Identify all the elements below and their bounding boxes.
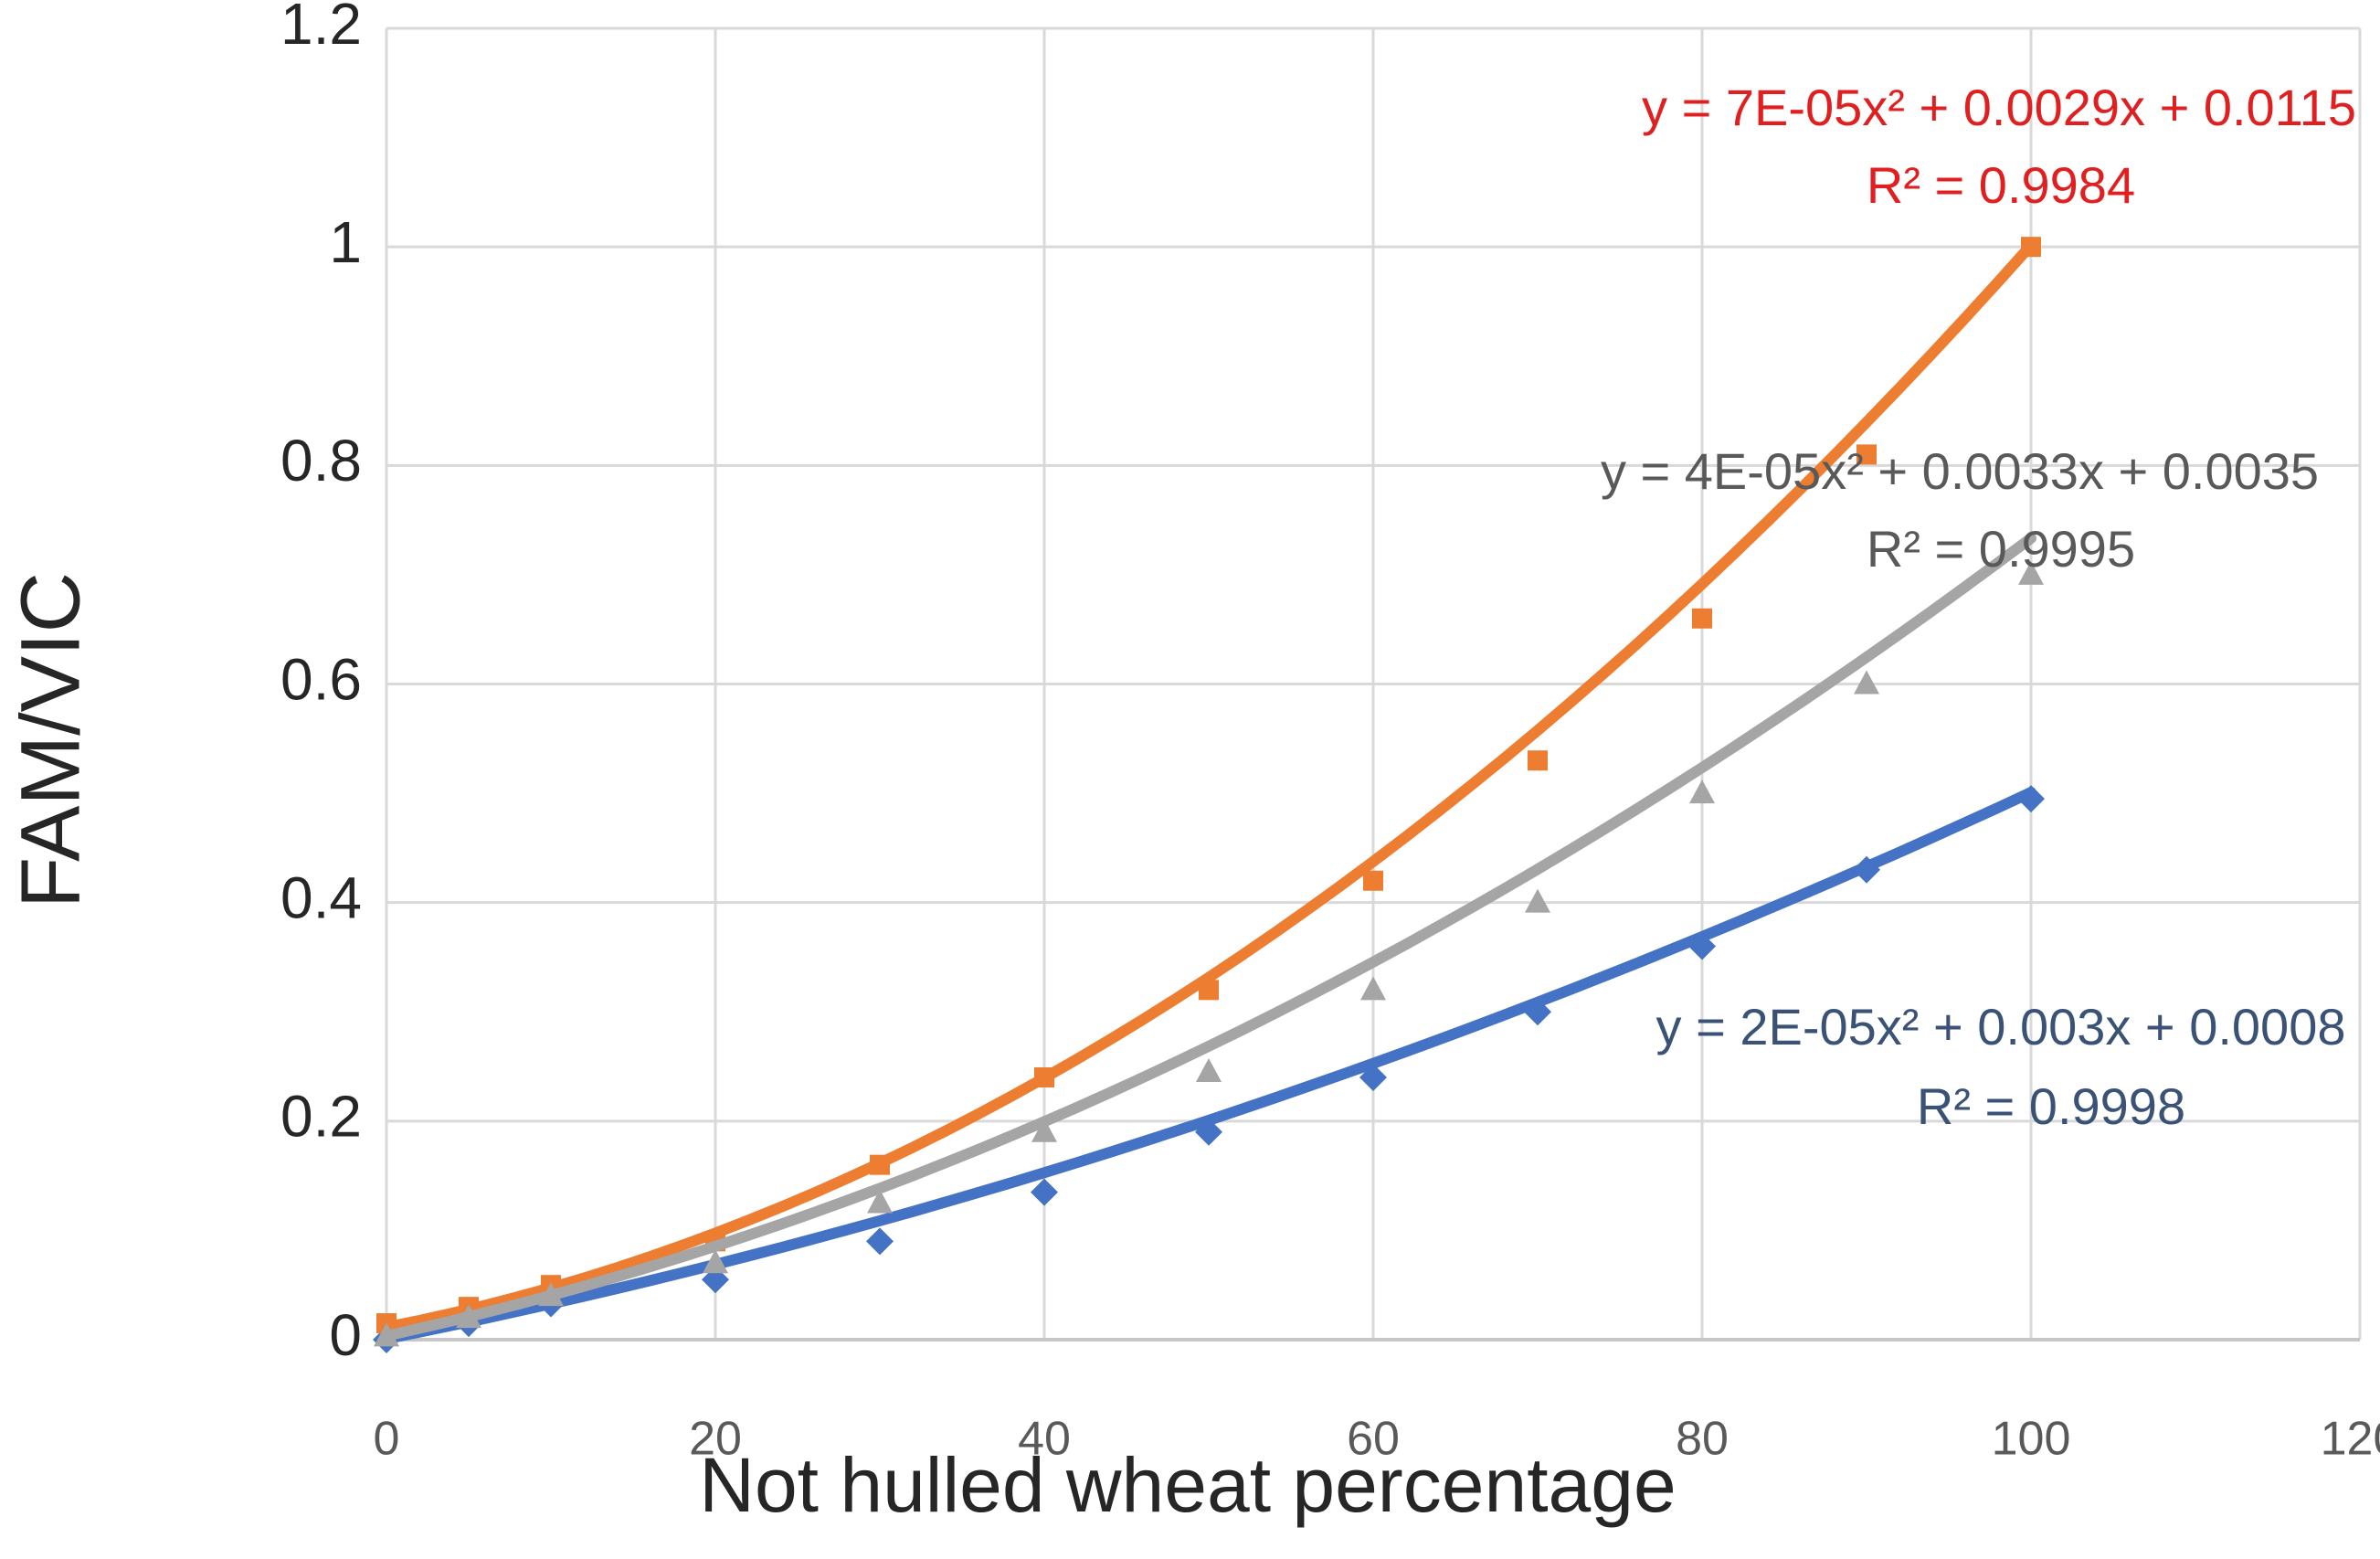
r2-blue-trendline: R² = 0.9998 — [1917, 1077, 2185, 1135]
data-point-square — [1199, 980, 1219, 1001]
data-point-square — [870, 1154, 890, 1175]
data-point-triangle — [374, 1322, 399, 1347]
data-point-triangle — [2018, 560, 2044, 585]
data-point-square — [1856, 444, 1877, 465]
y-tick-label: 1.2 — [280, 0, 362, 57]
equation-gray-trendline: y = 4E-05x² + 0.0033x + 0.0035 — [1601, 442, 2319, 500]
x-tick-label: 60 — [1347, 1413, 1400, 1466]
data-point-triangle — [456, 1304, 481, 1329]
gray-triangle-series — [374, 532, 2044, 1347]
series-layer — [373, 237, 2045, 1353]
data-point-diamond — [1031, 1178, 1058, 1206]
orange-square-series — [376, 237, 2041, 1334]
data-point-triangle — [1854, 670, 1879, 695]
data-point-triangle — [1360, 976, 1386, 1001]
data-point-triangle — [538, 1282, 564, 1307]
data-point-triangle — [1689, 780, 1715, 804]
x-tick-label: 0 — [374, 1413, 400, 1466]
x-tick-label: 40 — [1018, 1413, 1071, 1466]
data-point-triangle — [1525, 888, 1550, 913]
y-tick-label: 0.4 — [280, 865, 362, 931]
y-tick-label: 0.6 — [280, 646, 362, 712]
data-point-square — [1363, 870, 1383, 891]
data-point-diamond — [1688, 932, 1716, 960]
data-point-diamond — [1853, 855, 1880, 884]
x-axis-title: Not hulled wheat percentage — [699, 1442, 1676, 1528]
data-point-square — [2021, 237, 2041, 258]
y-axis-title: FAM/VIC — [4, 572, 97, 908]
y-tick-label: 0 — [329, 1302, 362, 1368]
x-tick-label: 100 — [1992, 1413, 2071, 1466]
equation-blue-trendline: y = 2E-05x² + 0.003x + 0.0008 — [1656, 998, 2346, 1055]
y-tick-label: 0.8 — [280, 428, 362, 493]
tick-labels: 0 20 40 60 80 100 120 0 0.2 0.4 0.6 0.8 1 1.2 — [280, 0, 2380, 1466]
data-point-triangle — [703, 1249, 728, 1274]
orange-square-series-trendline — [381, 239, 2036, 1333]
gray-triangle-series-trendline — [381, 532, 2036, 1342]
gridlines — [385, 27, 2362, 1342]
x-tick-label: 20 — [689, 1413, 742, 1466]
y-tick-label: 0.2 — [280, 1084, 362, 1150]
data-point-triangle — [1196, 1058, 1222, 1083]
data-point-diamond — [1359, 1064, 1387, 1091]
data-point-diamond — [866, 1227, 894, 1256]
data-point-triangle — [1031, 1118, 1057, 1142]
y-tick-label: 1 — [329, 209, 362, 275]
data-point-square — [1528, 750, 1548, 771]
data-point-diamond — [1195, 1118, 1222, 1146]
x-tick-label: 80 — [1676, 1413, 1729, 1466]
data-point-square — [1692, 608, 1712, 629]
data-point-triangle — [867, 1189, 893, 1214]
data-point-diamond — [1524, 998, 1551, 1026]
r2-orange-trendline: R² = 0.9984 — [1867, 156, 2135, 214]
r2-gray-trendline: R² = 0.9995 — [1867, 520, 2135, 578]
data-point-square — [1034, 1067, 1054, 1087]
data-point-diamond — [2017, 785, 2045, 813]
equation-orange-trendline: y = 7E-05x² + 0.0029x + 0.0115 — [1642, 79, 2356, 136]
x-tick-label: 120 — [2321, 1413, 2380, 1466]
